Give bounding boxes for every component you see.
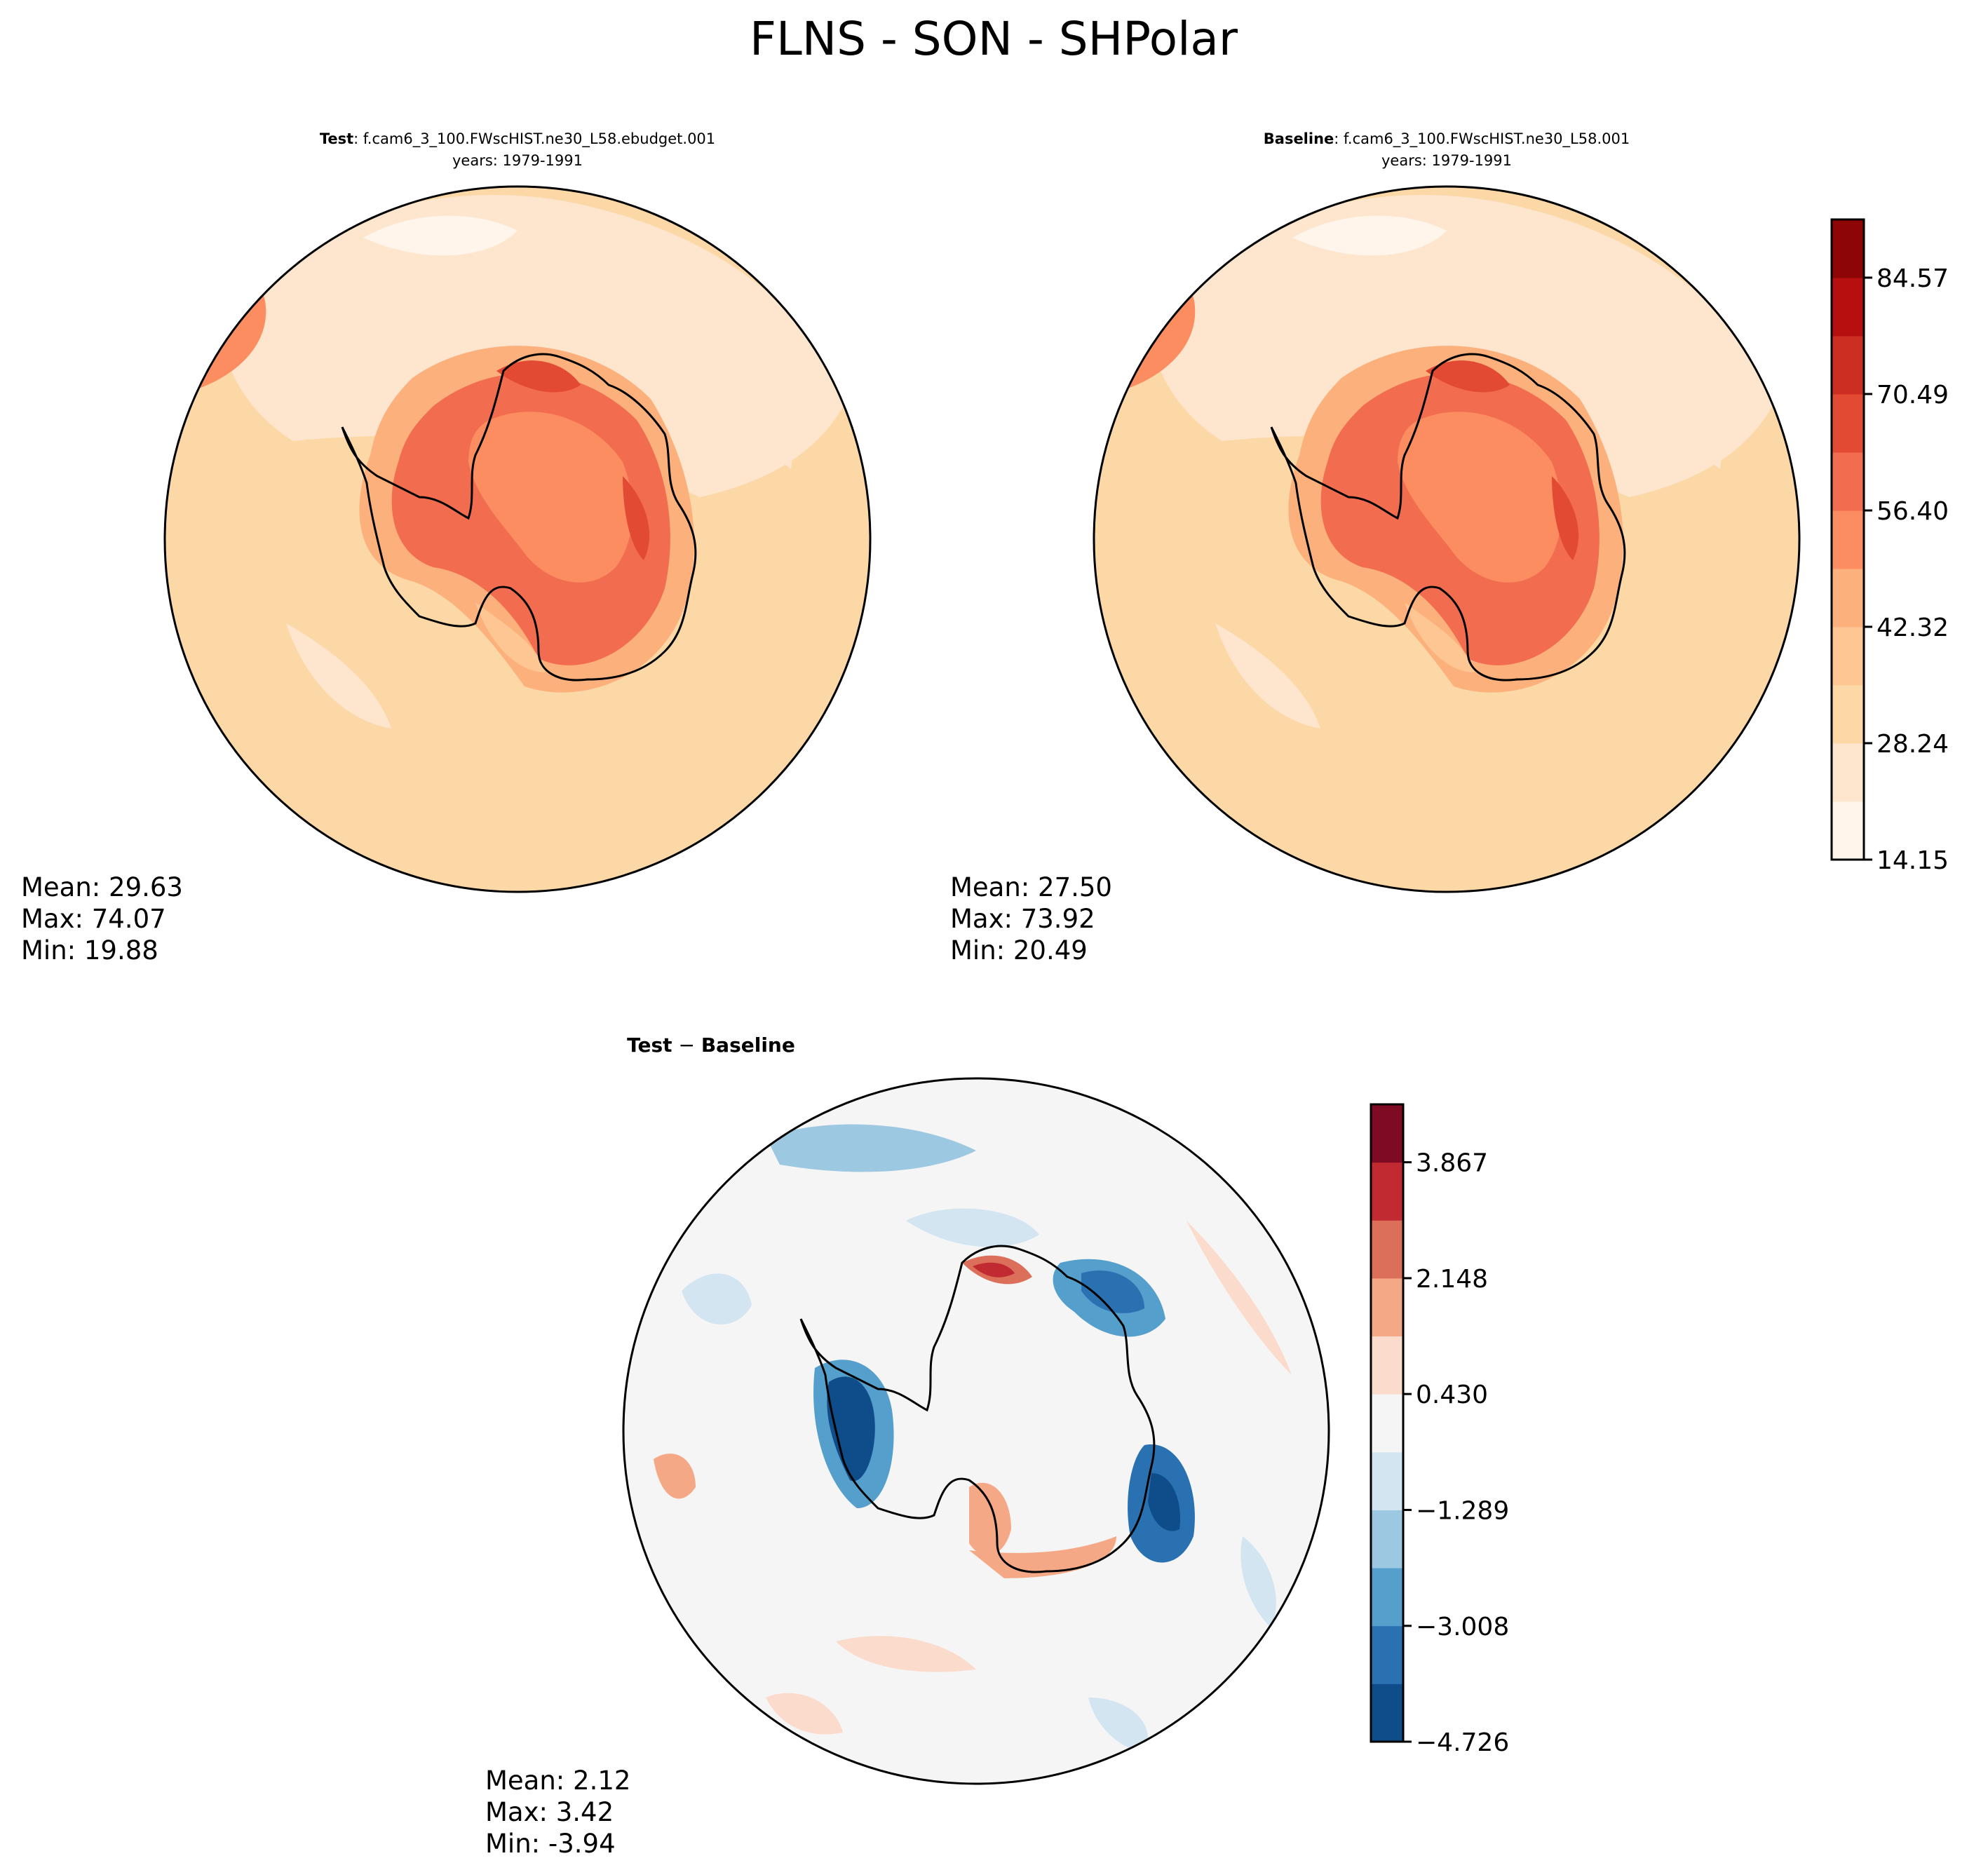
colorbar-main-band — [1832, 219, 1864, 278]
colorbar-diff-band — [1371, 1162, 1403, 1221]
panel-baseline-title-bold: Baseline — [1264, 130, 1334, 147]
colorbar-main-frame — [1830, 218, 1865, 861]
panel-diff-map-border — [622, 1077, 1330, 1785]
colorbar-main-band — [1832, 510, 1864, 569]
colorbar-diff: −4.726 −3.008 −1.289 0.430 2.148 3.867 — [1370, 1103, 1509, 1757]
colorbar-diff-band — [1371, 1394, 1403, 1453]
colorbar-diff-band — [1371, 1451, 1403, 1510]
colorbar-diff-tick-label: 2.148 — [1416, 1265, 1488, 1294]
colorbar-diff-tick-label: −4.726 — [1416, 1728, 1509, 1757]
colorbar-main: 14.15 28.24 42.32 56.40 70.49 84.57 — [1830, 218, 1949, 875]
panel-test: Test: f.cam6_3_100.FWscHIST.ne30_L58.ebu… — [21, 130, 872, 966]
colorbar-main-tick-label: 28.24 — [1877, 730, 1949, 759]
colorbar-main-tick-label: 56.40 — [1877, 497, 1949, 526]
colorbar-main-band — [1832, 569, 1864, 628]
colorbar-main-band — [1832, 336, 1864, 395]
colorbar-diff-band — [1371, 1336, 1403, 1395]
panel-baseline-map-border — [1093, 185, 1801, 893]
panel-baseline-min: Min: 20.49 — [950, 935, 1088, 966]
panel-test-map — [165, 187, 870, 892]
panel-test-mean: Mean: 29.63 — [21, 872, 183, 902]
colorbar-main-band — [1832, 801, 1864, 860]
panel-diff-title-minus: − — [672, 1034, 701, 1057]
colorbar-main-band — [1832, 743, 1864, 802]
colorbar-diff-band — [1371, 1510, 1403, 1569]
colorbar-diff-band — [1371, 1220, 1403, 1279]
colorbar-main-band — [1832, 452, 1864, 511]
panel-baseline-subtitle: years: 1979-1991 — [1381, 152, 1512, 169]
colorbar-diff-frame — [1370, 1103, 1405, 1743]
colorbar-main-band — [1832, 627, 1864, 686]
panel-test-title-bold: Test — [320, 130, 353, 147]
panel-baseline-max: Max: 73.92 — [950, 904, 1095, 934]
figure-title: FLNS - SON - SHPolar — [750, 12, 1238, 66]
colorbar-main-band — [1832, 278, 1864, 337]
panel-diff: Test − Baseline Mean: 2.12 Max: 3.42 Min… — [485, 1034, 1330, 1859]
panel-test-max: Max: 74.07 — [21, 904, 166, 934]
colorbar-diff-band — [1371, 1568, 1403, 1627]
panel-diff-map — [623, 1078, 1329, 1784]
colorbar-main-tick-label: 84.57 — [1877, 264, 1949, 293]
panel-baseline-map — [1094, 187, 1799, 892]
panel-test-map-border — [163, 185, 872, 893]
colorbar-diff-tick-label: −1.289 — [1416, 1496, 1509, 1525]
colorbar-diff-tick-label: 3.867 — [1416, 1149, 1488, 1178]
colorbar-diff-band — [1371, 1104, 1403, 1163]
panel-test-title: Test: f.cam6_3_100.FWscHIST.ne30_L58.ebu… — [320, 130, 715, 148]
panel-baseline: Baseline: f.cam6_3_100.FWscHIST.ne30_L58… — [950, 130, 1801, 966]
panel-baseline-mean: Mean: 27.50 — [950, 872, 1112, 902]
panel-baseline-title: Baseline: f.cam6_3_100.FWscHIST.ne30_L58… — [1264, 130, 1630, 148]
panel-test-min: Min: 19.88 — [21, 935, 158, 966]
colorbar-main-tick-label: 14.15 — [1877, 846, 1949, 875]
panel-test-subtitle: years: 1979-1991 — [452, 152, 583, 169]
panel-test-title-case: : f.cam6_3_100.FWscHIST.ne30_L58.ebudget… — [353, 130, 715, 148]
colorbar-main-tick-label: 70.49 — [1877, 381, 1949, 409]
colorbar-diff-band — [1371, 1683, 1403, 1742]
colorbar-main-tick-label: 42.32 — [1877, 614, 1949, 642]
panel-diff-title: Test − Baseline — [627, 1034, 795, 1057]
panel-diff-mean: Mean: 2.12 — [485, 1766, 630, 1796]
panel-baseline-title-case: : f.cam6_3_100.FWscHIST.ne30_L58.001 — [1334, 130, 1630, 148]
panel-diff-title-baseline: Baseline — [701, 1034, 795, 1057]
panel-diff-min: Min: -3.94 — [485, 1829, 616, 1859]
colorbar-diff-tick-label: −3.008 — [1416, 1613, 1509, 1641]
colorbar-main-band — [1832, 685, 1864, 744]
colorbar-diff-tick-label: 0.430 — [1416, 1381, 1488, 1409]
panel-diff-title-test: Test — [627, 1034, 672, 1057]
colorbar-diff-band — [1371, 1278, 1403, 1337]
panel-diff-max: Max: 3.42 — [485, 1797, 614, 1827]
colorbar-main-band — [1832, 394, 1864, 453]
colorbar-diff-band — [1371, 1625, 1403, 1684]
